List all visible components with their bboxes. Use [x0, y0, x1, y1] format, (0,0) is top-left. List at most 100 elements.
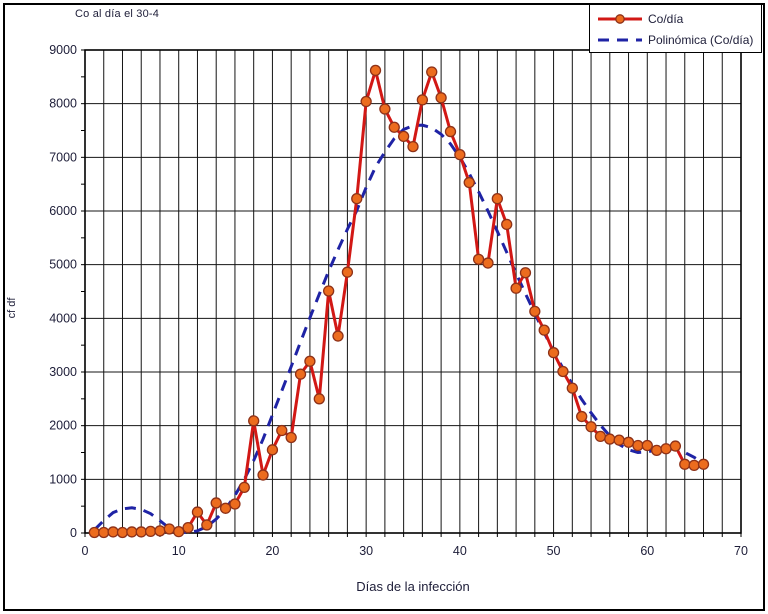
data-point-marker [276, 424, 288, 437]
svg-text:4000: 4000 [49, 311, 77, 325]
data-point-marker [426, 66, 438, 78]
data-point-marker [529, 305, 541, 318]
data-point-marker [351, 193, 363, 205]
data-point-marker [126, 526, 138, 538]
data-point-marker [472, 253, 485, 265]
data-point-marker [98, 526, 110, 539]
data-point-marker [660, 443, 672, 455]
data-point-marker [688, 459, 700, 472]
series-co-dia-markers [88, 64, 710, 539]
data-point-marker [201, 519, 213, 531]
data-point-marker [210, 497, 222, 509]
data-point-marker [388, 121, 400, 133]
data-point-marker [435, 92, 447, 104]
data-point-marker [163, 523, 175, 535]
data-point-marker [88, 526, 101, 539]
svg-text:7000: 7000 [49, 150, 77, 164]
data-point-marker [622, 436, 635, 448]
svg-text:10: 10 [172, 544, 186, 558]
data-point-marker [219, 502, 232, 514]
data-point-marker [604, 433, 616, 445]
data-point-marker [482, 257, 494, 269]
data-point-marker [360, 95, 372, 108]
data-point-marker [369, 64, 382, 77]
x-axis-label: Días de la infección [356, 579, 470, 594]
svg-text:20: 20 [265, 544, 279, 558]
data-point-marker [173, 526, 185, 538]
data-point-marker [679, 458, 691, 470]
svg-text:70: 70 [734, 544, 748, 558]
data-point-marker [407, 140, 419, 153]
svg-text:0: 0 [82, 544, 89, 558]
data-point-marker [257, 469, 269, 481]
series-co-dia-line [94, 68, 704, 534]
data-point-marker [669, 440, 682, 452]
data-point-marker [397, 130, 410, 143]
chart-title: Co al día el 30-4 [75, 8, 160, 20]
data-point-marker [547, 347, 560, 359]
data-point-marker [566, 382, 578, 394]
data-point-marker [538, 324, 550, 336]
data-point-marker [594, 430, 607, 443]
data-point-marker [576, 410, 588, 423]
blue-dashed-line-icon [598, 38, 642, 42]
svg-text:40: 40 [453, 544, 467, 558]
svg-text:8000: 8000 [49, 97, 77, 111]
data-point-marker [154, 525, 166, 537]
data-point-marker [135, 526, 147, 538]
data-point-marker [454, 148, 466, 161]
svg-text:1000: 1000 [49, 472, 77, 486]
svg-text:0: 0 [70, 526, 77, 540]
legend-item-polinomica: Polinómica (Co/día) [597, 31, 756, 49]
grid-lines [85, 50, 741, 533]
data-point-marker [294, 368, 307, 380]
data-point-marker [116, 526, 129, 539]
red-line-marker-icon [598, 14, 642, 25]
data-point-marker [491, 193, 503, 205]
data-point-marker [313, 393, 325, 405]
svg-text:30: 30 [359, 544, 373, 558]
data-point-marker [323, 285, 335, 297]
legend-label-polinomica: Polinómica (Co/día) [648, 32, 754, 47]
data-point-marker [557, 365, 569, 378]
data-point-marker [248, 415, 260, 427]
data-point-marker [341, 266, 354, 278]
data-point-marker [501, 218, 513, 231]
data-point-marker [332, 330, 344, 342]
data-point-marker [266, 444, 279, 456]
plot-border [84, 49, 742, 534]
data-point-marker [519, 267, 532, 279]
data-point-marker [229, 498, 241, 510]
data-point-marker [641, 439, 653, 452]
data-point-marker [651, 444, 663, 457]
series-polinomica-line [93, 123, 705, 534]
svg-text:50: 50 [547, 544, 561, 558]
legend: Co/día Polinómica (Co/día) [589, 4, 762, 53]
data-point-marker [238, 481, 250, 494]
x-tick-labels: 0 10 20 30 40 50 60 70 [82, 544, 748, 558]
svg-text:2000: 2000 [49, 419, 77, 433]
data-point-marker [613, 434, 625, 446]
svg-text:9000: 9000 [49, 43, 77, 57]
data-point-marker [285, 431, 297, 444]
axis-ticks [81, 49, 742, 537]
svg-text:3000: 3000 [49, 365, 77, 379]
data-point-marker [416, 94, 429, 106]
data-point-marker [144, 525, 157, 538]
data-point-marker [585, 421, 597, 433]
data-point-marker [191, 506, 204, 518]
svg-text:5000: 5000 [49, 258, 77, 272]
svg-text:60: 60 [640, 544, 654, 558]
data-point-marker [697, 458, 710, 470]
data-point-marker [463, 176, 475, 189]
svg-text:6000: 6000 [49, 204, 77, 218]
y-tick-labels: 0 1000 2000 3000 4000 5000 6000 7000 8000 9000 [49, 43, 77, 540]
legend-item-co-dia: Co/día [597, 10, 756, 28]
data-point-marker [182, 521, 194, 534]
data-point-marker [632, 439, 644, 452]
data-point-marker [107, 526, 119, 538]
chart-frame [3, 3, 765, 611]
y-axis-label: cf df [6, 297, 18, 319]
